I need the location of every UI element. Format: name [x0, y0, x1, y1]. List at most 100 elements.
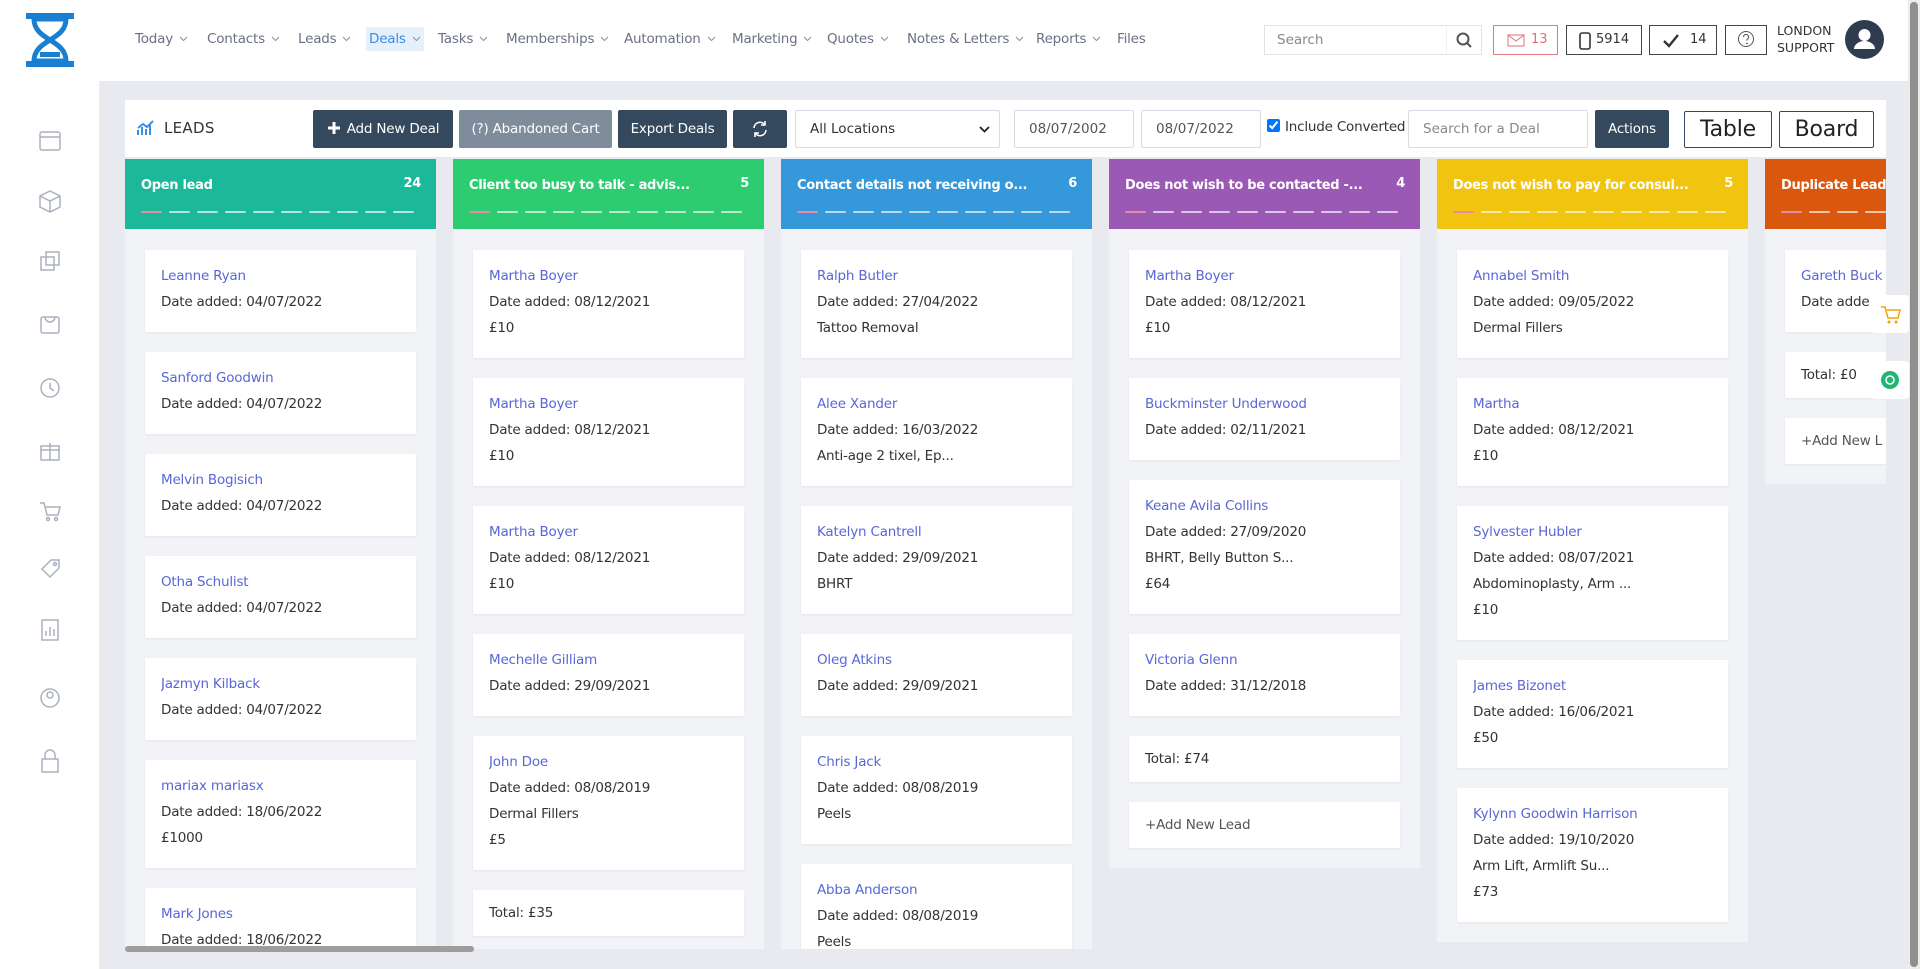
deal-card[interactable]: Victoria Glenn Date added: 31/12/2018	[1129, 634, 1400, 716]
vertical-scrollbar-thumb[interactable]	[1910, 2, 1918, 967]
phone-badge[interactable]: 5914	[1566, 25, 1642, 55]
location-select[interactable]: All Locations	[795, 110, 1000, 148]
view-toggle[interactable]: Table	[1684, 111, 1772, 148]
date-to[interactable]: 08/07/2022	[1141, 110, 1261, 148]
deal-card[interactable]: Oleg Atkins Date added: 29/09/2021	[801, 634, 1072, 716]
calendar-icon[interactable]	[39, 131, 61, 151]
contact-name[interactable]: Victoria Glenn	[1145, 652, 1238, 668]
contact-name[interactable]: Martha Boyer	[489, 268, 578, 284]
nav-item[interactable]: Reports	[1033, 27, 1104, 51]
nav-item[interactable]: Tasks	[435, 27, 491, 51]
nav-item[interactable]: Quotes	[824, 27, 892, 51]
deal-search[interactable]: Search for a Deal	[1408, 110, 1588, 148]
nav-item[interactable]: Automation	[621, 27, 719, 51]
deal-card[interactable]: James Bizonet Date added: 16/06/2021 £50	[1457, 660, 1728, 768]
cart-float[interactable]	[1871, 295, 1909, 333]
deal-card[interactable]: mariax mariasx Date added: 18/06/2022 £100…	[145, 760, 416, 868]
whatsapp-float[interactable]	[1871, 361, 1909, 399]
actions-button[interactable]: Actions	[1595, 110, 1669, 148]
include-converted[interactable]: Include Converted	[1267, 119, 1405, 135]
search-icon[interactable]	[1446, 26, 1482, 54]
contact-name[interactable]: Jazmyn Kilback	[161, 676, 260, 692]
user-name[interactable]: LONDON SUPPORT	[1777, 22, 1834, 56]
contact-name[interactable]: Ralph Butler	[817, 268, 898, 284]
deal-card[interactable]: Leanne Ryan Date added: 04/07/2022	[145, 250, 416, 332]
date-from[interactable]: 08/07/2002	[1014, 110, 1134, 148]
gift-icon[interactable]	[40, 443, 60, 461]
contact-name[interactable]: Martha Boyer	[489, 396, 578, 412]
add-lead-card[interactable]: +Add New Lead	[1129, 802, 1400, 848]
deal-card[interactable]: Martha Boyer Date added: 08/12/2021 £10	[473, 506, 744, 614]
lock-icon[interactable]	[41, 749, 59, 773]
help-button[interactable]	[1725, 25, 1767, 55]
contact-name[interactable]: Gareth Buck	[1801, 268, 1883, 284]
deal-card[interactable]: Abba Anderson Date added: 08/08/2019 Peels	[801, 864, 1072, 949]
contact-name[interactable]: Melvin Bogisich	[161, 472, 263, 488]
nav-item[interactable]: Today	[132, 27, 191, 51]
deal-card[interactable]: Sylvester Hubler Date added: 08/07/2021 Ab…	[1457, 506, 1728, 640]
converted-checkbox[interactable]	[1267, 119, 1280, 132]
mail-badge[interactable]: 13	[1493, 25, 1558, 55]
deal-card[interactable]: Jazmyn Kilback Date added: 04/07/2022	[145, 658, 416, 740]
contact-name[interactable]: mariax mariasx	[161, 778, 264, 794]
refresh-button[interactable]	[733, 110, 787, 148]
cart-icon[interactable]	[40, 502, 61, 522]
contact-name[interactable]: Oleg Atkins	[817, 652, 892, 668]
contact-name[interactable]: Abba Anderson	[817, 882, 918, 898]
nav-item[interactable]: Contacts	[204, 27, 283, 51]
deal-card[interactable]: Buckminster Underwood Date added: 02/11/2…	[1129, 378, 1400, 460]
contact-name[interactable]: Alee Xander	[817, 396, 898, 412]
deal-card[interactable]: Martha Boyer Date added: 08/12/2021 £10	[473, 378, 744, 486]
contact-name[interactable]: Sanford Goodwin	[161, 370, 274, 386]
add-lead[interactable]: +Add New L	[1801, 433, 1882, 449]
contact-name[interactable]: Martha Boyer	[1145, 268, 1234, 284]
deal-card[interactable]: Mark Jones Date added: 18/06/2022	[145, 888, 416, 949]
contact-name[interactable]: Annabel Smith	[1473, 268, 1570, 284]
deal-card[interactable]: Martha Date added: 08/12/2021 £10	[1457, 378, 1728, 486]
deal-card[interactable]: Martha Boyer Date added: 08/12/2021 £10	[473, 250, 744, 358]
deal-card[interactable]: Katelyn Cantrell Date added: 29/09/2021 BH…	[801, 506, 1072, 614]
contact-name[interactable]: Buckminster Underwood	[1145, 396, 1307, 412]
contact-name[interactable]: Mechelle Gilliam	[489, 652, 598, 668]
nav-item[interactable]: Memberships	[503, 27, 612, 51]
contact-name[interactable]: Leanne Ryan	[161, 268, 246, 284]
deal-card[interactable]: Chris Jack Date added: 08/08/2019 Peels	[801, 736, 1072, 844]
search-box[interactable]: Search	[1264, 25, 1482, 55]
view-toggle[interactable]: Board	[1779, 111, 1874, 148]
contact-name[interactable]: Sylvester Hubler	[1473, 524, 1582, 540]
contact-name[interactable]: Martha Boyer	[489, 524, 578, 540]
bag-icon[interactable]	[40, 316, 60, 334]
deal-card[interactable]: Annabel Smith Date added: 09/05/2022 Derma…	[1457, 250, 1728, 358]
deal-card[interactable]: Otha Schulist Date added: 04/07/2022	[145, 556, 416, 638]
report-icon[interactable]	[41, 619, 59, 641]
contact-name[interactable]: Katelyn Cantrell	[817, 524, 922, 540]
nav-item[interactable]: Marketing	[729, 27, 815, 51]
deal-card[interactable]: Martha Boyer Date added: 08/12/2021 £10	[1129, 250, 1400, 358]
deal-card[interactable]: John Doe Date added: 08/08/2019 Dermal Fil…	[473, 736, 744, 870]
toolbar-button[interactable]: (?) Abandoned Cart	[459, 110, 612, 148]
nav-item[interactable]: Deals	[366, 27, 424, 51]
deal-card[interactable]: Alee Xander Date added: 16/03/2022 Anti-ag…	[801, 378, 1072, 486]
deal-card[interactable]: Melvin Bogisich Date added: 04/07/2022	[145, 454, 416, 536]
contact-name[interactable]: Kylynn Goodwin Harrison	[1473, 806, 1638, 822]
contact-name[interactable]: Otha Schulist	[161, 574, 249, 590]
history-icon[interactable]	[40, 378, 60, 398]
deal-card[interactable]: Kylynn Goodwin Harrison Date added: 19/10…	[1457, 788, 1728, 922]
task-badge[interactable]: 14	[1649, 25, 1717, 55]
nav-item[interactable]: Files	[1114, 27, 1149, 51]
deal-card[interactable]: Ralph Butler Date added: 27/04/2022 Tattoo…	[801, 250, 1072, 358]
add-lead[interactable]: +Add New Lead	[1145, 817, 1251, 833]
support-icon[interactable]	[40, 688, 60, 708]
copy-icon[interactable]	[40, 251, 60, 271]
box-icon[interactable]	[39, 190, 61, 213]
contact-name[interactable]: James Bizonet	[1473, 678, 1566, 694]
deal-card[interactable]: Gareth Buck Date adde	[1785, 250, 1886, 332]
toolbar-button[interactable]: Export Deals	[618, 110, 727, 148]
toolbar-button[interactable]: Add New Deal	[313, 110, 453, 148]
deal-card[interactable]: Mechelle Gilliam Date added: 29/09/2021	[473, 634, 744, 716]
nav-item[interactable]: Notes & Letters	[904, 27, 1027, 51]
deal-card[interactable]: Sanford Goodwin Date added: 04/07/2022	[145, 352, 416, 434]
tag-icon[interactable]	[40, 559, 60, 579]
avatar[interactable]	[1845, 20, 1884, 59]
nav-item[interactable]: Leads	[295, 27, 354, 51]
